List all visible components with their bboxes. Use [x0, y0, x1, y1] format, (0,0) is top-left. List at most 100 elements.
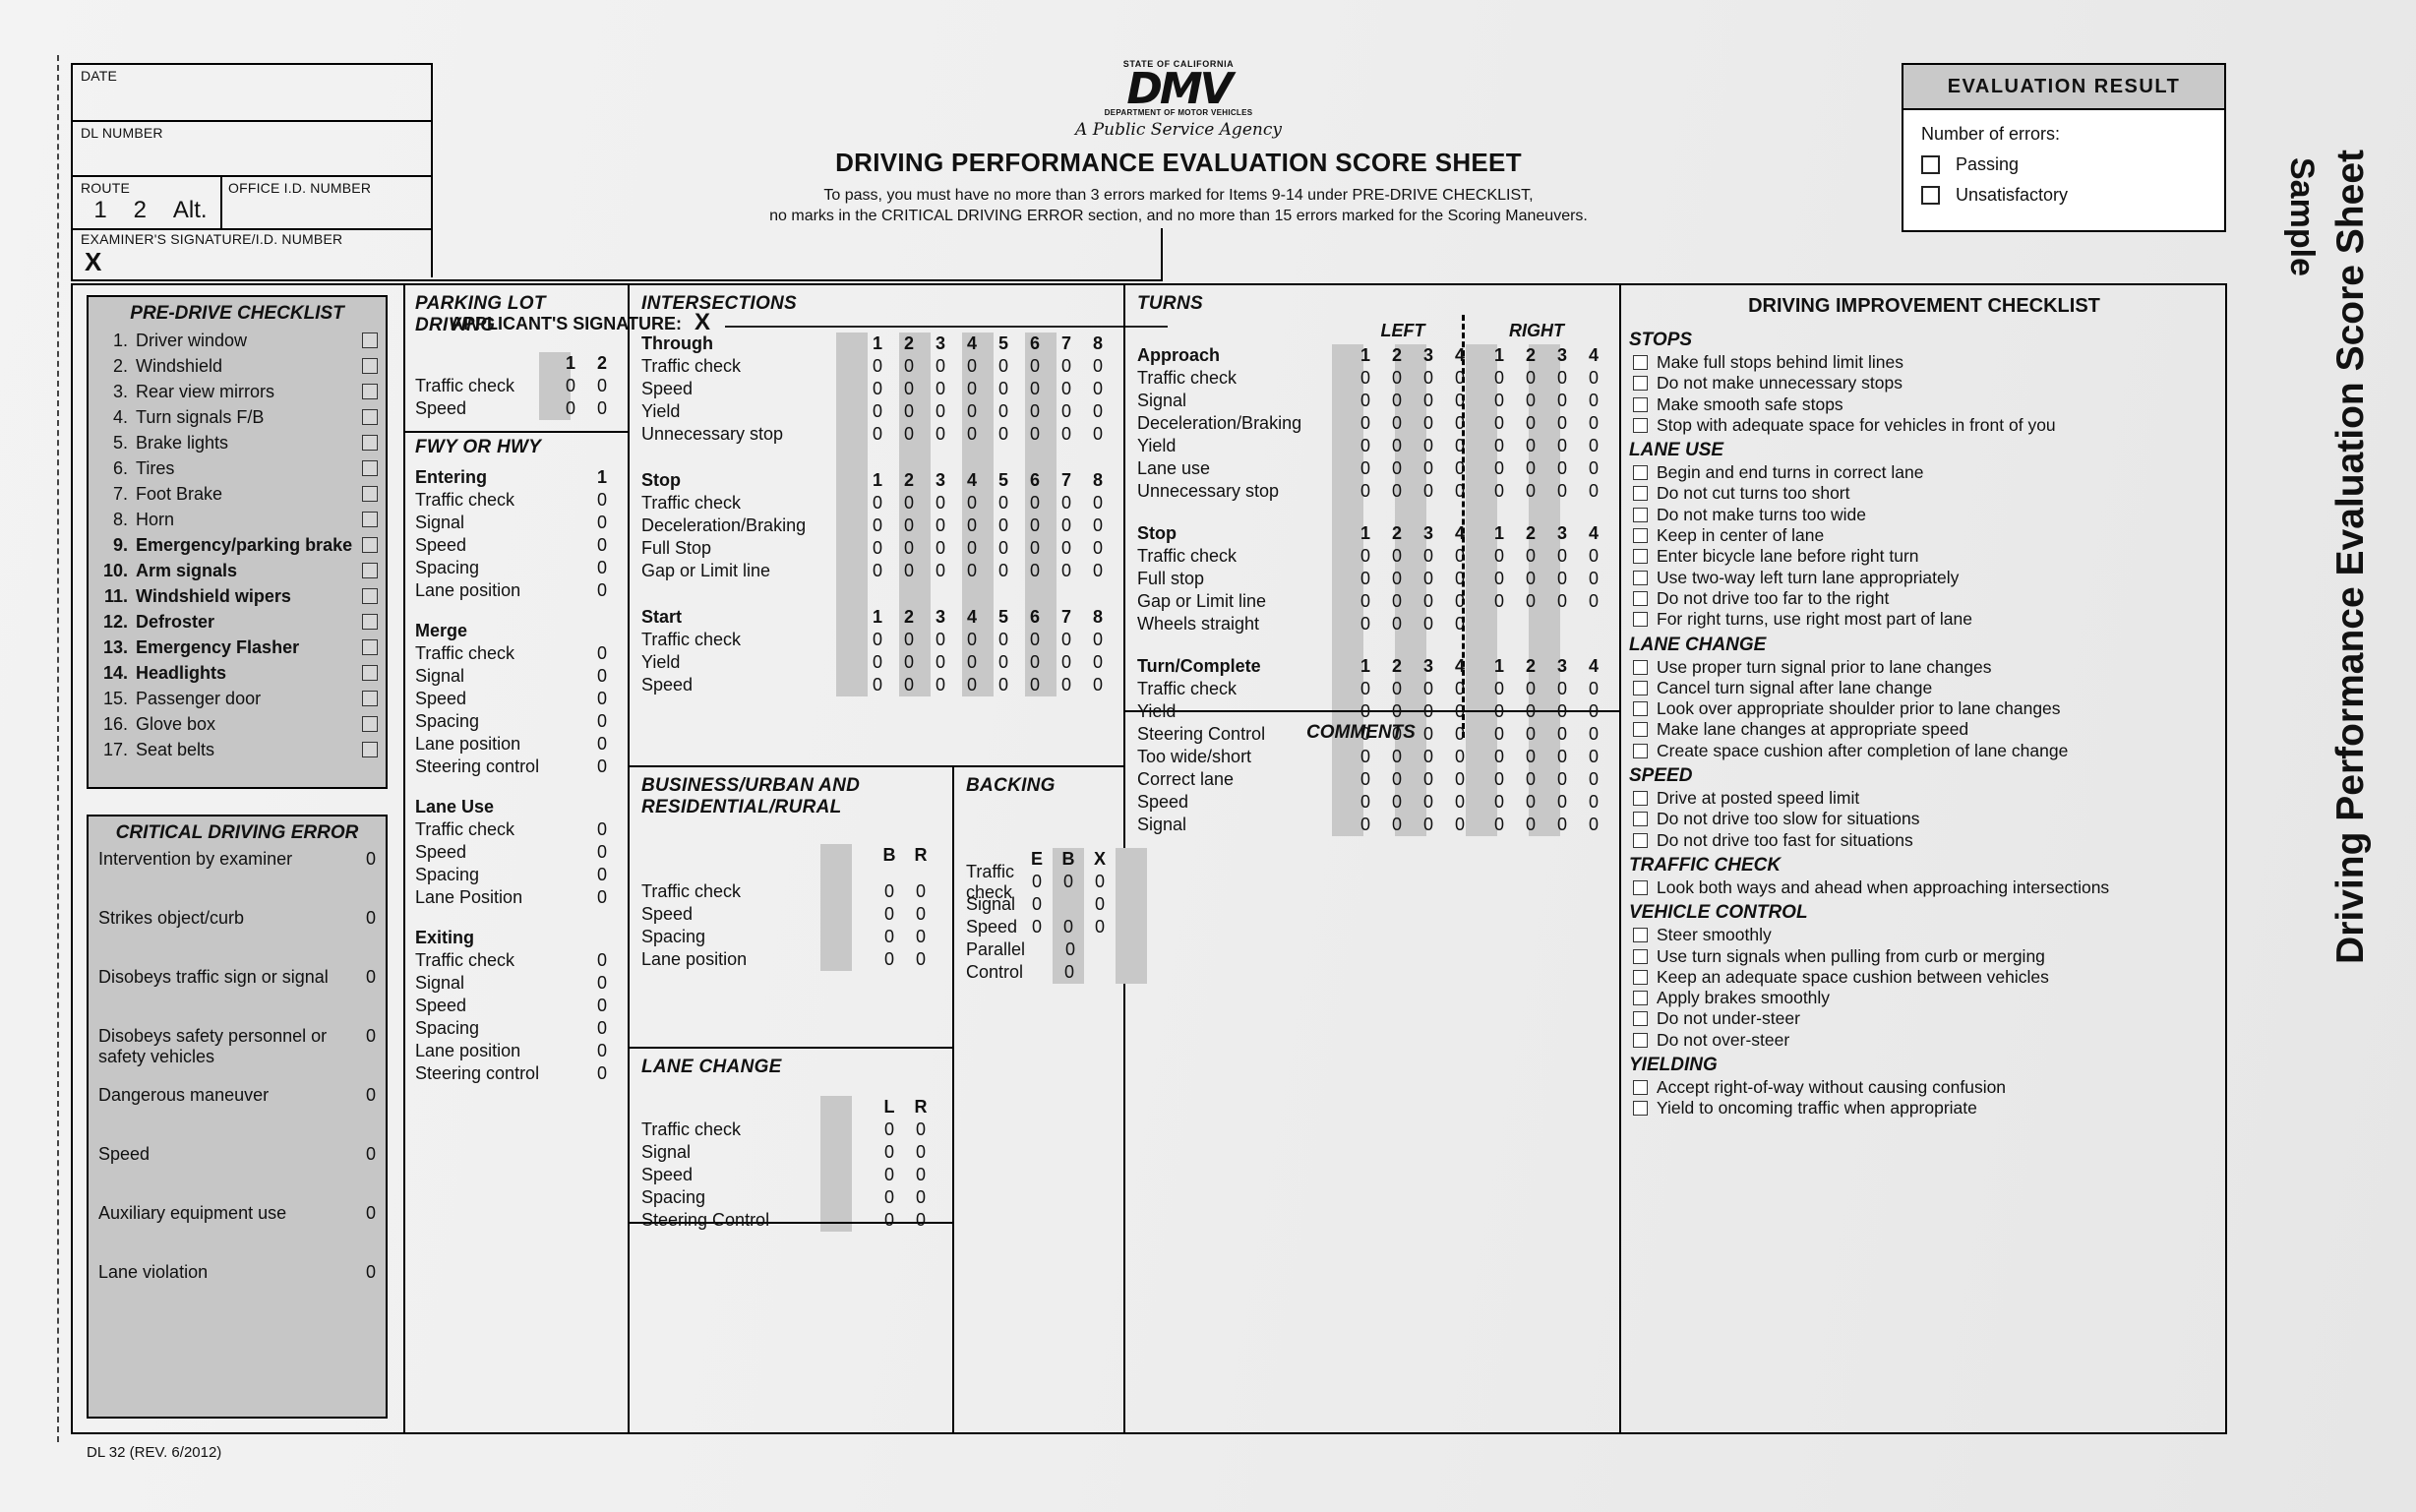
score-cell[interactable]: 0: [1493, 815, 1504, 834]
score-cell[interactable]: 2: [903, 470, 914, 490]
score-cell[interactable]: 0: [1493, 701, 1504, 721]
improvement-checklist-item[interactable]: Drive at posted speed limit: [1629, 788, 2219, 808]
checkbox-icon[interactable]: [362, 333, 378, 348]
score-cell[interactable]: 0: [997, 424, 1008, 444]
score-cell[interactable]: 0: [883, 1119, 894, 1139]
score-cell[interactable]: 0: [966, 675, 977, 695]
score-cell[interactable]: 3: [935, 333, 945, 353]
score-cell[interactable]: 0: [1525, 481, 1536, 501]
checkbox-icon[interactable]: [1633, 1011, 1648, 1027]
score-cell[interactable]: 1: [1493, 656, 1504, 676]
score-cell[interactable]: R: [914, 1097, 928, 1117]
checkbox-icon[interactable]: [1633, 791, 1648, 807]
improvement-checklist-item[interactable]: Do not under-steer: [1629, 1008, 2219, 1028]
score-cell[interactable]: 0: [1556, 701, 1567, 721]
score-cell[interactable]: E: [1030, 849, 1043, 869]
checkbox-icon[interactable]: [362, 563, 378, 578]
pre-drive-item[interactable]: 8. Horn: [89, 507, 386, 532]
score-cell[interactable]: 0: [1092, 379, 1103, 398]
score-cell[interactable]: 0: [1525, 413, 1536, 433]
score-cell[interactable]: 0: [1029, 379, 1040, 398]
score-cell[interactable]: 0: [1525, 747, 1536, 766]
score-cell[interactable]: 0: [915, 1119, 926, 1139]
score-cell[interactable]: 0: [1525, 368, 1536, 388]
score-cell[interactable]: 0: [1556, 569, 1567, 588]
score-cell[interactable]: 0: [1359, 792, 1370, 812]
score-cell[interactable]: 0: [1359, 458, 1370, 478]
score-cell[interactable]: 2: [1525, 656, 1536, 676]
score-cell[interactable]: 0: [1094, 917, 1105, 937]
score-cell[interactable]: 0: [1092, 401, 1103, 421]
score-cell[interactable]: 2: [1525, 523, 1536, 543]
score-cell[interactable]: 0: [1588, 391, 1599, 410]
critical-error-value[interactable]: 0: [365, 1203, 376, 1223]
score-cell[interactable]: 0: [935, 424, 945, 444]
score-cell[interactable]: 0: [1060, 561, 1071, 580]
score-cell[interactable]: 5: [997, 607, 1008, 627]
pre-drive-item[interactable]: 11. Windshield wipers: [89, 583, 386, 609]
checkbox-icon[interactable]: [1633, 590, 1648, 606]
score-cell[interactable]: 0: [872, 424, 882, 444]
score-cell[interactable]: 0: [1556, 546, 1567, 566]
score-cell[interactable]: 0: [872, 630, 882, 649]
score-cell[interactable]: 0: [935, 538, 945, 558]
score-cell[interactable]: 0: [1422, 701, 1433, 721]
score-cell[interactable]: 0: [915, 1165, 926, 1184]
score-cell[interactable]: 0: [1391, 815, 1402, 834]
score-cell[interactable]: 0: [596, 1063, 607, 1083]
score-cell[interactable]: 0: [997, 379, 1008, 398]
checkbox-icon[interactable]: [1633, 549, 1648, 565]
score-cell[interactable]: 0: [1525, 391, 1536, 410]
score-cell[interactable]: 0: [1029, 356, 1040, 376]
pre-drive-item[interactable]: 4. Turn signals F/B: [89, 404, 386, 430]
score-cell[interactable]: 0: [1422, 481, 1433, 501]
score-cell[interactable]: 6: [1029, 607, 1040, 627]
score-cell[interactable]: 0: [1422, 769, 1433, 789]
score-cell[interactable]: 0: [565, 376, 575, 395]
score-cell[interactable]: 0: [1391, 546, 1402, 566]
score-cell[interactable]: 0: [596, 996, 607, 1015]
score-cell[interactable]: 0: [1588, 591, 1599, 611]
score-cell[interactable]: 0: [1422, 591, 1433, 611]
score-cell[interactable]: 1: [1359, 345, 1370, 365]
score-cell[interactable]: 0: [1029, 538, 1040, 558]
score-cell[interactable]: 0: [1493, 679, 1504, 698]
date-field[interactable]: DATE: [73, 65, 431, 122]
score-cell[interactable]: 0: [596, 756, 607, 776]
improvement-checklist-item[interactable]: Accept right-of-way without causing conf…: [1629, 1077, 2219, 1097]
score-cell[interactable]: 0: [1454, 747, 1465, 766]
pre-drive-item[interactable]: 1. Driver window: [89, 328, 386, 353]
score-cell[interactable]: 0: [596, 513, 607, 532]
score-cell[interactable]: 1: [565, 353, 575, 373]
improvement-checklist-item[interactable]: Steer smoothly: [1629, 925, 2219, 944]
score-cell[interactable]: 0: [1525, 569, 1536, 588]
score-cell[interactable]: 0: [1588, 724, 1599, 744]
score-cell[interactable]: 0: [1092, 630, 1103, 649]
score-cell[interactable]: 0: [872, 652, 882, 672]
score-cell[interactable]: 2: [903, 607, 914, 627]
score-cell[interactable]: 0: [903, 379, 914, 398]
score-cell[interactable]: 3: [1556, 523, 1567, 543]
score-cell[interactable]: 1: [596, 467, 607, 487]
score-cell[interactable]: 0: [997, 493, 1008, 513]
score-cell[interactable]: 0: [1391, 724, 1402, 744]
score-cell[interactable]: 0: [1391, 591, 1402, 611]
checkbox-icon[interactable]: [362, 512, 378, 527]
score-cell[interactable]: 0: [1454, 724, 1465, 744]
score-cell[interactable]: 0: [1359, 413, 1370, 433]
score-cell[interactable]: 0: [596, 819, 607, 839]
score-cell[interactable]: 0: [1060, 379, 1071, 398]
dl-number-field[interactable]: DL NUMBER: [73, 122, 431, 177]
score-cell[interactable]: 0: [1493, 569, 1504, 588]
score-cell[interactable]: 0: [903, 356, 914, 376]
score-cell[interactable]: 0: [997, 652, 1008, 672]
route-option-1[interactable]: 1: [93, 197, 107, 223]
score-cell[interactable]: 0: [1556, 679, 1567, 698]
score-cell[interactable]: 3: [1556, 345, 1567, 365]
improvement-checklist-item[interactable]: Use two-way left turn lane appropriately: [1629, 568, 2219, 587]
score-cell[interactable]: 0: [1556, 368, 1567, 388]
score-cell[interactable]: 0: [915, 927, 926, 946]
improvement-checklist-item[interactable]: Make lane changes at appropriate speed: [1629, 719, 2219, 739]
checkbox-icon[interactable]: [1633, 701, 1648, 717]
score-cell[interactable]: 0: [1454, 701, 1465, 721]
